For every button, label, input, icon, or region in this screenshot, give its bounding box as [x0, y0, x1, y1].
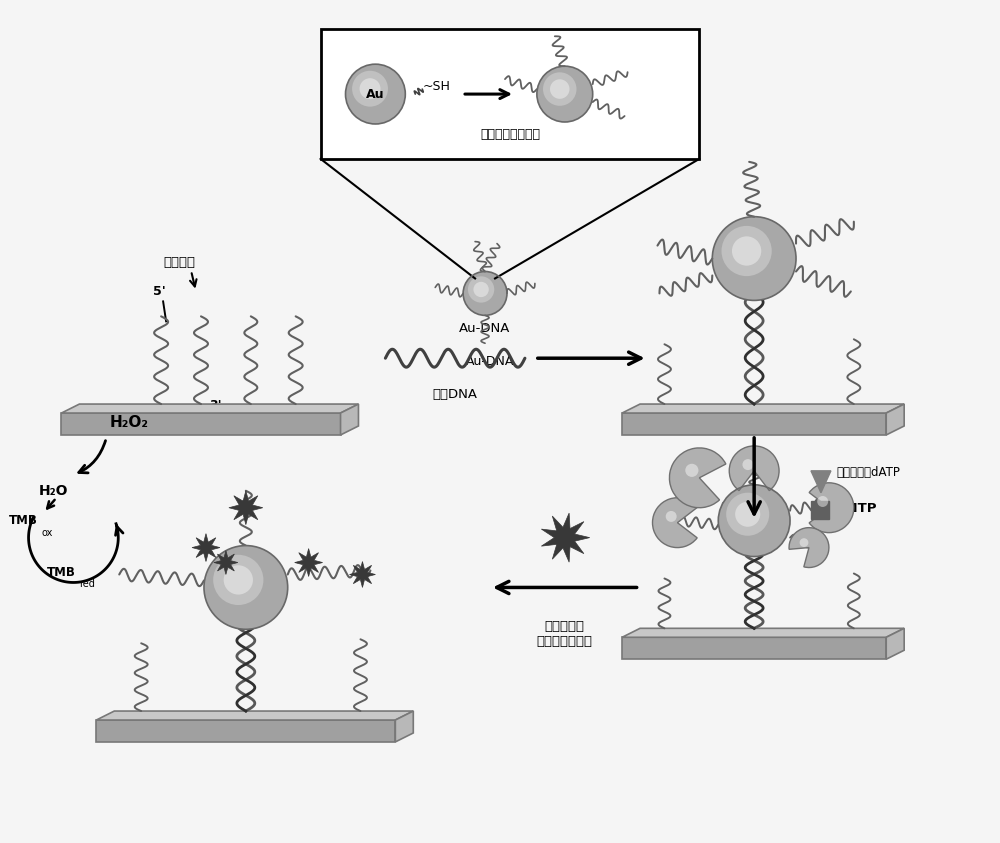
Circle shape	[550, 79, 570, 99]
Circle shape	[468, 277, 494, 303]
Polygon shape	[395, 711, 413, 742]
Polygon shape	[811, 501, 829, 518]
Polygon shape	[61, 404, 358, 413]
Circle shape	[666, 511, 677, 522]
Circle shape	[346, 64, 405, 124]
Polygon shape	[214, 550, 238, 574]
Polygon shape	[886, 404, 904, 435]
Text: ~SH: ~SH	[422, 79, 450, 93]
Wedge shape	[652, 497, 697, 548]
Polygon shape	[229, 491, 263, 524]
Text: H₂O: H₂O	[39, 484, 68, 497]
Polygon shape	[192, 534, 220, 561]
Circle shape	[360, 78, 380, 99]
Text: dNTP: dNTP	[837, 502, 876, 515]
Text: 末端延伸酶: 末端延伸酶	[721, 501, 759, 513]
Circle shape	[352, 71, 388, 107]
Text: Au-DNA: Au-DNA	[466, 355, 514, 368]
Text: 5': 5'	[153, 286, 166, 298]
Polygon shape	[622, 637, 886, 659]
Polygon shape	[622, 413, 886, 435]
Text: TMB: TMB	[47, 566, 76, 579]
Bar	[321, 30, 699, 158]
Circle shape	[543, 72, 577, 106]
Circle shape	[473, 282, 489, 297]
Polygon shape	[541, 513, 590, 562]
Polygon shape	[96, 711, 413, 720]
Polygon shape	[622, 628, 904, 637]
Circle shape	[213, 555, 263, 605]
Wedge shape	[789, 528, 829, 567]
Text: Au-DNA: Au-DNA	[459, 322, 511, 336]
Circle shape	[712, 217, 796, 300]
Circle shape	[817, 496, 828, 507]
Text: TMB: TMB	[9, 514, 38, 527]
Text: 生物素标记dATP: 生物素标记dATP	[837, 466, 901, 480]
Text: 生物素标记
辣根过氧化物酶: 生物素标记 辣根过氧化物酶	[537, 620, 593, 648]
Text: H₂O₂: H₂O₂	[110, 416, 149, 431]
Circle shape	[685, 464, 698, 477]
Polygon shape	[811, 471, 831, 493]
Circle shape	[718, 485, 790, 556]
Circle shape	[204, 545, 288, 630]
Text: Au: Au	[366, 88, 385, 100]
Text: 3': 3'	[209, 399, 222, 411]
Text: 巯基标记信号探针: 巯基标记信号探针	[480, 128, 540, 141]
Text: red: red	[79, 579, 95, 589]
Circle shape	[742, 459, 753, 470]
Circle shape	[224, 566, 253, 594]
Polygon shape	[61, 413, 341, 435]
Polygon shape	[341, 404, 358, 435]
Polygon shape	[295, 549, 323, 577]
Wedge shape	[729, 446, 779, 491]
Circle shape	[722, 226, 772, 277]
Polygon shape	[96, 720, 395, 742]
Wedge shape	[809, 483, 854, 533]
Wedge shape	[669, 448, 726, 507]
Text: 目标DNA: 目标DNA	[433, 388, 478, 401]
Circle shape	[463, 271, 507, 315]
Circle shape	[732, 236, 761, 266]
Circle shape	[537, 66, 593, 122]
Circle shape	[800, 538, 808, 547]
Circle shape	[726, 492, 769, 536]
Text: 捕获探针: 捕获探针	[163, 255, 195, 269]
Text: ox: ox	[42, 528, 53, 538]
Circle shape	[735, 502, 760, 527]
Polygon shape	[622, 404, 904, 413]
Polygon shape	[886, 628, 904, 659]
Polygon shape	[349, 561, 375, 588]
